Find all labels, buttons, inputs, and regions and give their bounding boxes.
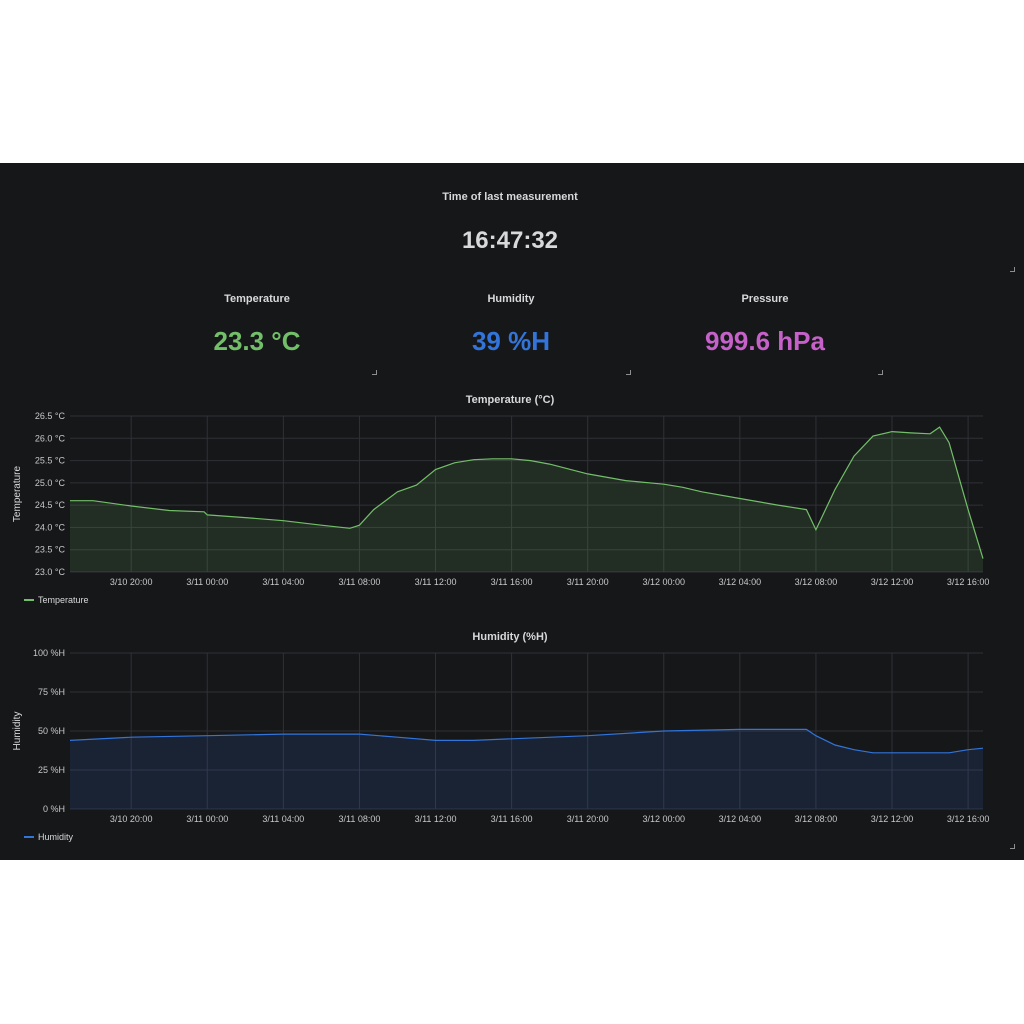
humidity-chart-title: Humidity (%H) xyxy=(472,631,548,643)
stat-title-humidity: Humidity xyxy=(487,293,535,305)
y-axis-label: Temperature xyxy=(12,465,23,522)
x-tick-label: 3/10 20:00 xyxy=(110,814,153,824)
x-tick-label: 3/11 20:00 xyxy=(567,577,609,587)
y-tick-label: 75 %H xyxy=(38,687,65,697)
x-tick-label: 3/11 00:00 xyxy=(186,577,228,587)
x-tick-label: 3/11 04:00 xyxy=(262,814,304,824)
y-tick-label: 26.5 °C xyxy=(35,411,66,421)
x-tick-label: 3/12 04:00 xyxy=(719,814,762,824)
temperature-legend[interactable]: Temperature xyxy=(24,595,89,605)
y-tick-label: 26.0 °C xyxy=(35,433,66,443)
x-tick-label: 3/12 12:00 xyxy=(871,814,914,824)
legend-label: Humidity xyxy=(38,832,74,842)
temperature-chart[interactable]: 23.0 °C 23.5 °C 24.0 °C 24.5 °C 25.0 °C 25.5 … xyxy=(0,403,1024,603)
x-tick-label: 3/12 00:00 xyxy=(642,814,685,824)
x-tick-label: 3/11 16:00 xyxy=(491,577,533,587)
last-measurement-title: Time of last measurement xyxy=(442,191,578,203)
stat-title-pressure: Pressure xyxy=(741,293,789,305)
x-tick-label: 3/12 08:00 xyxy=(795,577,838,587)
panel-resize-handle[interactable] xyxy=(372,370,377,375)
y-tick-label: 25.0 °C xyxy=(35,478,66,488)
x-tick-label: 3/11 04:00 xyxy=(262,577,304,587)
x-tick-label: 3/12 16:00 xyxy=(947,814,990,824)
last-measurement-value: 16:47:32 xyxy=(461,227,559,254)
humidity-chart[interactable]: 0 %H 25 %H 50 %H 75 %H 100 %H 3/10 20:00 3/11 … xyxy=(0,640,1024,840)
x-tick-label: 3/12 16:00 xyxy=(947,577,990,587)
y-tick-label: 100 %H xyxy=(33,648,65,658)
x-tick-label: 3/12 04:00 xyxy=(719,577,762,587)
x-tick-label: 3/11 20:00 xyxy=(567,814,609,824)
stat-value-temperature: 23.3 °C xyxy=(213,326,301,356)
x-tick-label: 3/12 12:00 xyxy=(871,577,914,587)
series-line[interactable] xyxy=(70,426,984,559)
x-tick-label: 3/11 08:00 xyxy=(338,577,380,587)
panel-resize-handle[interactable] xyxy=(1010,267,1015,272)
x-tick-label: 3/11 08:00 xyxy=(338,814,380,824)
x-tick-label: 3/11 12:00 xyxy=(415,577,457,587)
y-tick-label: 25 %H xyxy=(38,765,65,775)
panel-resize-handle[interactable] xyxy=(626,370,631,375)
y-tick-label: 0 %H xyxy=(43,804,65,814)
dashboard: Time of last measurement 16:47:32 Temper… xyxy=(0,163,1024,860)
stat-value-humidity: 39 %H xyxy=(471,326,551,356)
legend-swatch-icon xyxy=(24,836,34,838)
panel-resize-handle[interactable] xyxy=(1010,844,1015,849)
y-tick-label: 23.5 °C xyxy=(35,545,66,555)
series-line[interactable] xyxy=(69,728,984,754)
x-tick-label: 3/10 20:00 xyxy=(110,577,153,587)
y-tick-label: 23.0 °C xyxy=(35,567,66,577)
stat-title-temperature: Temperature xyxy=(224,293,290,305)
y-axis-label: Humidity xyxy=(12,712,23,751)
y-tick-label: 25.5 °C xyxy=(35,456,66,466)
legend-label: Temperature xyxy=(38,595,89,605)
x-tick-label: 3/12 00:00 xyxy=(642,577,685,587)
humidity-legend[interactable]: Humidity xyxy=(24,832,73,842)
panel-resize-handle[interactable] xyxy=(878,370,883,375)
y-tick-label: 24.0 °C xyxy=(35,522,66,532)
x-tick-label: 3/11 00:00 xyxy=(186,814,228,824)
x-tick-label: 3/11 12:00 xyxy=(415,814,457,824)
temperature-chart-title: Temperature (°C) xyxy=(465,394,555,406)
series-area xyxy=(70,427,983,572)
series-area xyxy=(70,729,983,809)
x-tick-label: 3/11 16:00 xyxy=(491,814,533,824)
y-tick-label: 24.5 °C xyxy=(35,500,66,510)
legend-swatch-icon xyxy=(24,599,34,601)
x-tick-label: 3/12 08:00 xyxy=(795,814,838,824)
y-tick-label: 50 %H xyxy=(38,726,65,736)
stat-value-pressure: 999.6 hPa xyxy=(705,326,825,356)
